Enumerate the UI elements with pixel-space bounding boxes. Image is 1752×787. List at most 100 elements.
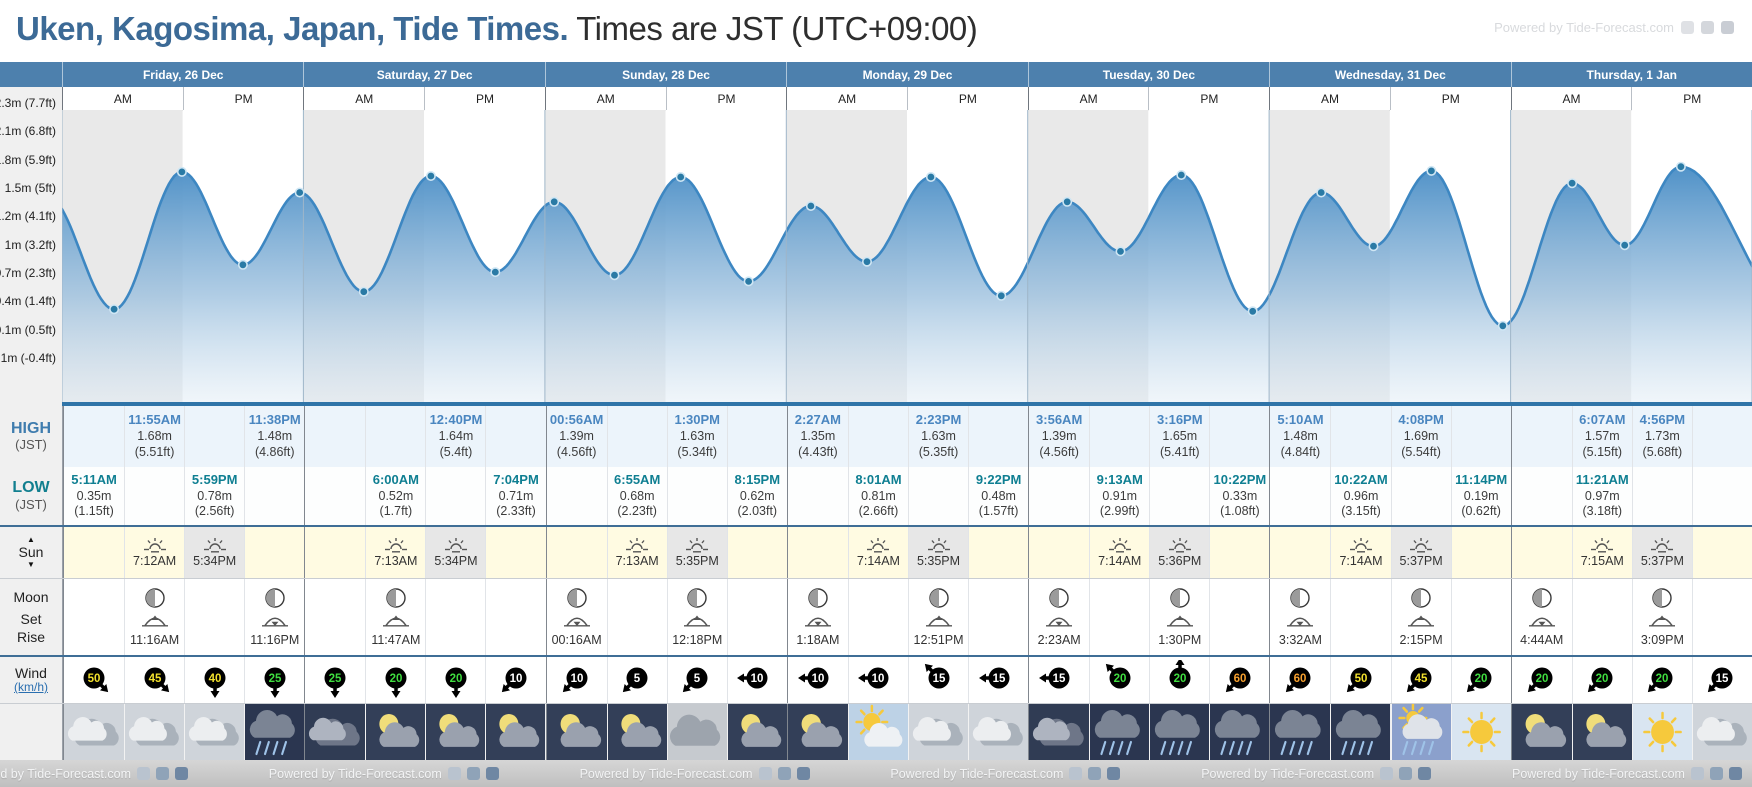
- high-tide-time: 12:40PM: [429, 412, 483, 428]
- high-tide-time: 6:07AM: [1579, 412, 1626, 428]
- moon-slot-2-0: 00:16AM: [547, 579, 607, 655]
- weather-slot-1-1: [365, 704, 426, 760]
- wind-row: Wind (km/h) 50 45 40 25: [0, 657, 1752, 704]
- powered-by-top-text[interactable]: Powered by Tide-Forecast.com: [1494, 20, 1674, 35]
- high-tide-time: 3:16PM: [1157, 412, 1203, 428]
- sun-slot-1-1: 7:13AM: [365, 527, 425, 578]
- moon-slot-4-1: [1089, 579, 1149, 655]
- footer-share-icon[interactable]: [1380, 767, 1394, 780]
- tide-extreme-marker: [925, 171, 936, 182]
- footer-app-icon[interactable]: [1728, 767, 1742, 780]
- wind-slot-4-2: 20: [1149, 657, 1209, 703]
- low-day-6: 11:21AM 0.97m (3.18ft): [1510, 467, 1752, 525]
- wind-slot-5-3: 20: [1450, 657, 1511, 703]
- footer-share-icon[interactable]: [137, 767, 150, 780]
- moon-set-icon: [1528, 617, 1555, 627]
- low-tide-height-m: 0.81m: [861, 488, 896, 503]
- y-axis-tick-4: 1.2m (4.1ft): [0, 209, 56, 224]
- footer-powered-by-text[interactable]: Powered by Tide-Forecast.com: [268, 766, 442, 781]
- moon-phase-icon: [566, 588, 587, 608]
- y-axis-tick-6: 0.7m (2.3ft): [0, 265, 56, 280]
- footer-app-icon[interactable]: [485, 767, 499, 780]
- y-axis-tick-7: 0.4m (1.4ft): [0, 294, 56, 309]
- low-tide-time: 11:21AM: [1575, 471, 1629, 487]
- footer-app-icon[interactable]: [175, 767, 188, 780]
- sun-slot-2-3: [726, 527, 787, 578]
- sun-day-6: 7:15AM 5:37PM: [1510, 527, 1752, 578]
- weather-icon-night-rain: [1270, 704, 1331, 760]
- footer-app-icon[interactable]: [1418, 767, 1432, 780]
- weather-slot-3-0: [787, 704, 848, 760]
- footer-app-icon[interactable]: [1107, 767, 1121, 780]
- high-tide-height-m: 1.63m: [679, 429, 715, 444]
- weather-slot-2-0: [546, 704, 607, 760]
- footer-social-icon[interactable]: [156, 767, 169, 780]
- wind-speed-badge: 20: [1588, 667, 1613, 693]
- wind-speed-badge: 45: [144, 667, 169, 693]
- footer-powered-by-text[interactable]: Powered by Tide-Forecast.com: [1511, 766, 1685, 781]
- footer-social-icon[interactable]: [777, 767, 791, 780]
- footer-share-icon[interactable]: [447, 767, 461, 780]
- wind-speed-badge: 20: [1648, 667, 1673, 693]
- moon-day-2: 00:16AM 12:18PM: [545, 579, 787, 655]
- svg-text:50: 50: [1355, 673, 1368, 685]
- wind-day-1: 25 20 20 10: [304, 657, 545, 703]
- footer-app-icon[interactable]: [796, 767, 810, 780]
- high-tide-height-m: 1.63m: [921, 429, 956, 444]
- high-slot-0-0: [64, 406, 124, 467]
- wind-day-5: 60 50 45 20: [1269, 657, 1510, 703]
- sun-slot-5-1: 7:14AM: [1330, 527, 1390, 578]
- footer-social-icon[interactable]: [1088, 767, 1102, 780]
- svg-text:20: 20: [450, 673, 463, 685]
- high-tide-height-m: 1.39m: [559, 429, 594, 444]
- footer-social-icon[interactable]: [1709, 767, 1723, 780]
- low-slot-3-2: [907, 467, 968, 525]
- high-tide-height-ft: (5.15ft): [1582, 444, 1623, 459]
- moon-set-icon: [1287, 617, 1314, 627]
- wind-unit-link[interactable]: (km/h): [14, 680, 48, 695]
- svg-text:45: 45: [148, 673, 161, 685]
- moon-slot-0-2: [184, 579, 244, 655]
- share-icon[interactable]: [1681, 21, 1694, 34]
- low-tide-height-m: 0.96m: [1343, 488, 1379, 503]
- moon-phase-icon: [1411, 588, 1431, 608]
- footer-powered-by-text[interactable]: Powered by Tide-Forecast.com: [890, 766, 1064, 781]
- footer-social-icon[interactable]: [1399, 767, 1413, 780]
- high-tide-height-m: 1.48m: [1283, 429, 1318, 444]
- app-icon[interactable]: [1721, 21, 1734, 34]
- moon-phase-icon: [1290, 588, 1311, 608]
- high-day-6: 6:07AM 1.57m (5.15ft) 4:56PM 1.73m (5.68ft): [1510, 406, 1752, 467]
- am-label-day5: AM: [1269, 87, 1390, 110]
- footer-powered-by-text[interactable]: Powered by Tide-Forecast.com: [1201, 766, 1375, 781]
- low-slot-4-3: 10:22PM 0.33m (1.08ft): [1209, 467, 1269, 525]
- low-slot-0-3: [244, 467, 304, 525]
- footer-share-icon[interactable]: [758, 767, 772, 780]
- social-icon[interactable]: [1701, 21, 1714, 34]
- low-slot-3-0: [788, 467, 848, 525]
- footer-social-icon[interactable]: [466, 767, 480, 780]
- weather-icon-day-cloud: [125, 704, 185, 760]
- moon-phase-icon: [1652, 588, 1673, 608]
- footer-powered-by-text[interactable]: Powered by Tide-Forecast.com: [579, 766, 753, 781]
- low-tide-height-ft: (2.33ft): [496, 504, 536, 519]
- moon-phase-icon: [386, 588, 406, 608]
- wind-speed-badge: 60: [1225, 667, 1251, 693]
- low-tide-time: 5:11AM: [71, 471, 117, 487]
- footer-share-icon[interactable]: [1069, 767, 1083, 780]
- wind-slot-2-2: 5: [666, 657, 727, 703]
- weather-icon-day-cloud: [185, 704, 245, 760]
- sunrise-sunset-icon: [1591, 538, 1614, 553]
- weather-slot-4-3: [1209, 704, 1270, 760]
- weather-slot-4-0: [1029, 704, 1090, 760]
- wind-speed-badge: 10: [797, 667, 829, 689]
- weather-slot-6-1: [1571, 704, 1632, 760]
- tide-extreme-marker: [490, 267, 501, 278]
- low-slot-2-0: [547, 467, 607, 525]
- weather-slot-6-2: [1631, 704, 1692, 760]
- wind-slot-2-3: 10: [726, 657, 787, 703]
- footer-powered-by-text[interactable]: Powered by Tide-Forecast.com: [0, 766, 131, 781]
- sun-slot-5-0: [1270, 527, 1330, 578]
- footer-share-icon[interactable]: [1690, 767, 1704, 780]
- high-slot-6-0: [1512, 406, 1572, 467]
- tide-extreme-marker: [1567, 178, 1578, 189]
